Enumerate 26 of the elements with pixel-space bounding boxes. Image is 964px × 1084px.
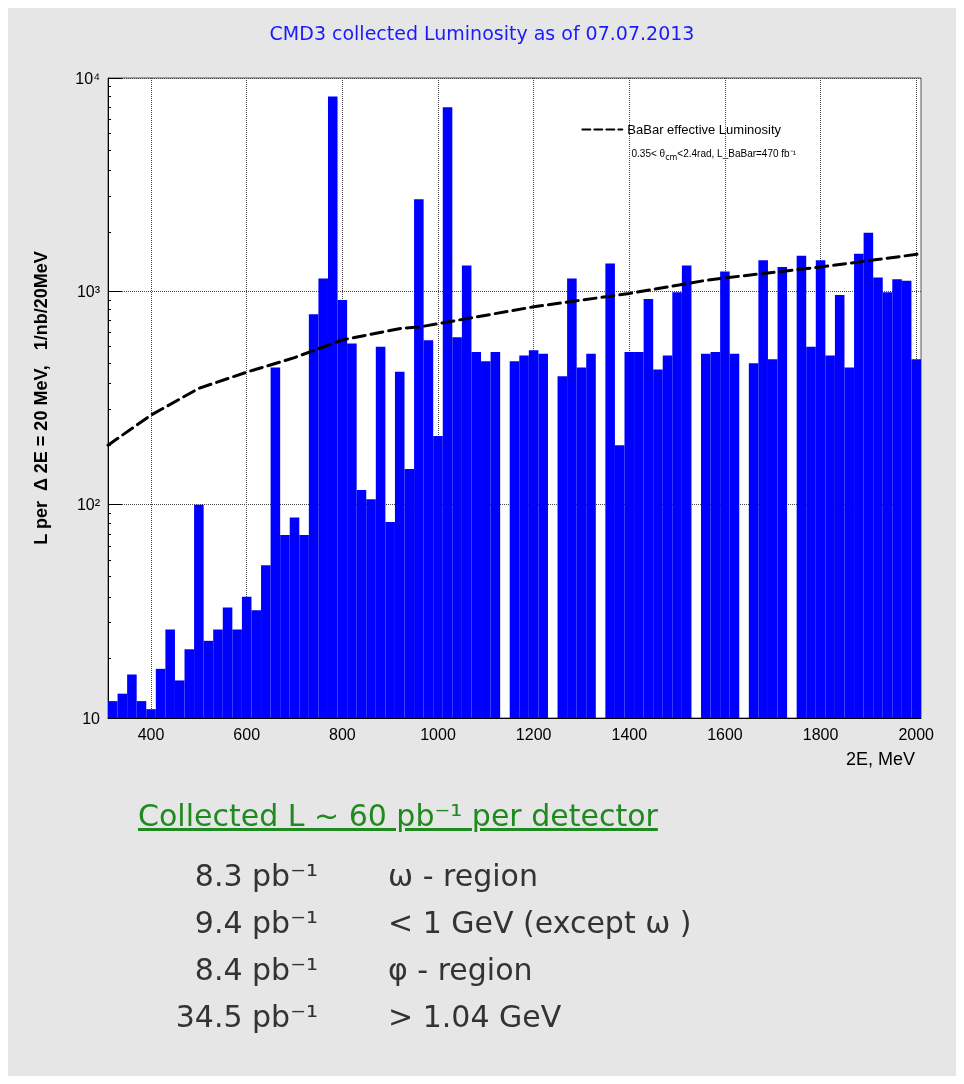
- x-tick-label: 2000: [898, 725, 935, 743]
- x-axis-title: 2E, MeV: [846, 749, 916, 769]
- text: < 1 GeV (except ω ): [388, 905, 693, 940]
- x-tick-label: 1800: [802, 725, 839, 743]
- text: 9.4 pb⁻¹: [193, 905, 318, 940]
- y-axis-title: L per Δ 2E = 20 MeV, 1/nb/20MeV: [31, 251, 51, 545]
- text: φ - region: [388, 952, 534, 987]
- text: > 1.04 GeV: [388, 999, 563, 1034]
- x-tick-label: 1600: [707, 725, 743, 743]
- text: 8.4 pb⁻¹: [193, 952, 318, 987]
- legend-label: BaBar effective Luminosity: [627, 122, 782, 137]
- x-tick-label: 800: [328, 725, 356, 743]
- text: Collected L ~ 60 pb⁻¹ per detector: [138, 798, 658, 833]
- text: ω - region: [388, 858, 539, 893]
- text: 8.3 pb⁻¹: [193, 858, 318, 893]
- y-tick-label: 10²: [76, 496, 101, 514]
- text: 34.5 pb⁻¹: [174, 999, 318, 1034]
- x-tick-label: 400: [137, 725, 165, 743]
- y-tick-label: 10: [82, 709, 101, 727]
- x-tick-label: 600: [233, 725, 261, 743]
- x-tick-label: 1000: [420, 725, 456, 743]
- x-tick-label: 1200: [515, 725, 552, 743]
- x-tick-label: 1400: [611, 725, 648, 743]
- y-tick-label: 10³: [76, 282, 101, 300]
- y-tick-label: 10⁴: [75, 69, 101, 87]
- chart-title: CMD3 collected Luminosity as of 07.07.2013: [269, 21, 695, 44]
